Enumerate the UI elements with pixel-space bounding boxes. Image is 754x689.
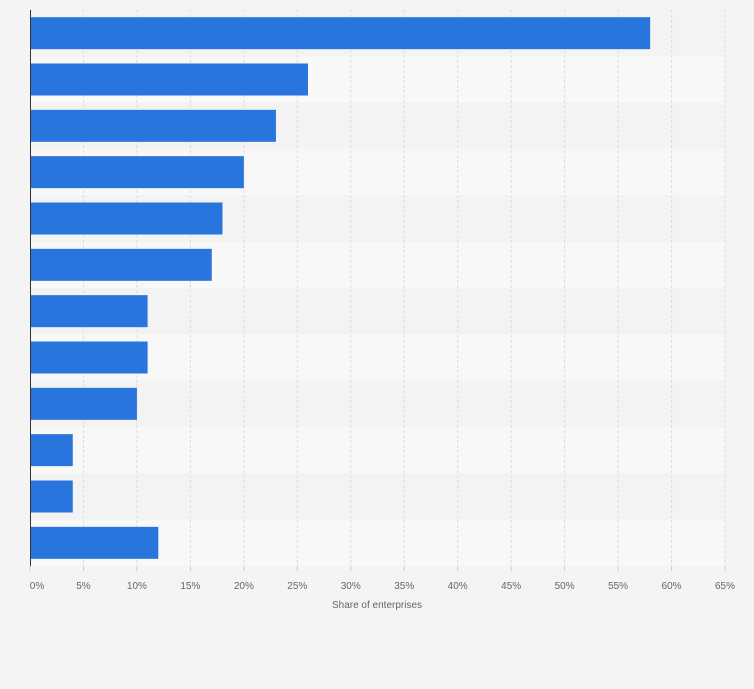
bars [30,17,651,559]
row-band [30,473,725,520]
bar[interactable] [30,480,73,513]
x-tick-label: 20% [234,581,254,592]
row-band [30,380,725,427]
x-tick-label: 10% [127,581,147,592]
bar[interactable] [30,387,137,420]
bar[interactable] [30,156,244,189]
x-tick-label: 50% [555,581,575,592]
x-tick-label: 0% [30,581,45,592]
x-tick-labels: 0% 5% 10% 15% 20% 25% 30% 35% 40% 45% 50% 55% 60% 65% [29,566,735,592]
bar[interactable] [30,341,148,374]
x-tick-label: 25% [287,581,307,592]
x-axis-title: Share of enterprises [332,600,422,611]
bar[interactable] [30,526,159,559]
gridlines [82,10,726,566]
x-tick-label: 5% [76,581,91,592]
x-tick-label: 65% [715,581,735,592]
bar[interactable] [30,109,276,142]
x-tick-label: 55% [608,581,628,592]
x-tick-label: 60% [662,581,682,592]
row-band [30,427,725,474]
x-tick-label: 15% [180,581,200,592]
x-tick-label: 40% [448,581,468,592]
bar[interactable] [30,295,148,328]
x-tick-label: 35% [394,581,414,592]
bar[interactable] [30,17,651,50]
bar[interactable] [30,202,223,235]
x-tick-label: 30% [341,581,361,592]
x-tick-label: 45% [501,581,521,592]
bar[interactable] [30,434,73,467]
bar[interactable] [30,63,308,96]
bar[interactable] [30,248,212,281]
